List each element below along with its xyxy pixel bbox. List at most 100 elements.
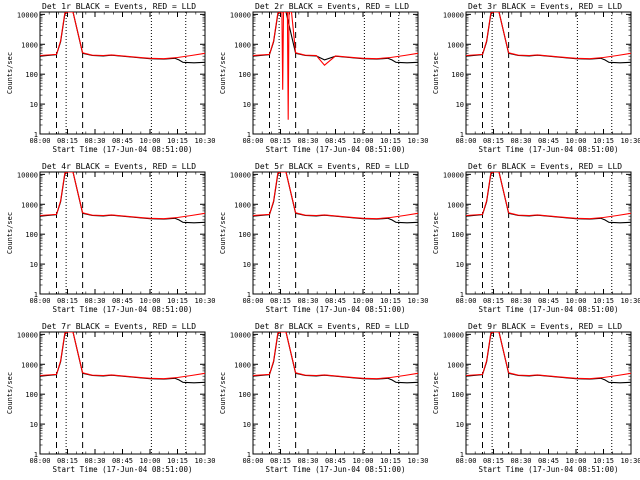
x-tick-label: 10:15 — [167, 297, 188, 305]
x-axis-label: Start Time (17-Jun-04 08:51:00) — [479, 305, 619, 314]
y-tick-label: 1 — [460, 131, 464, 139]
y-tick-label: 10 — [456, 101, 464, 109]
y-tick-label: 10000 — [230, 331, 251, 339]
plot-frame — [465, 171, 632, 295]
chart-title: Det 1r BLACK = Events, RED = LLD — [42, 2, 196, 11]
x-tick-label: 10:00 — [565, 457, 586, 465]
y-tick-label: 10 — [456, 421, 464, 429]
x-tick-label: 10:30 — [620, 297, 640, 305]
y-tick-label: 1 — [247, 131, 251, 139]
x-tick-label: 08:30 — [84, 137, 105, 145]
x-tick-label: 08:30 — [297, 457, 318, 465]
plot-frame — [252, 11, 419, 135]
series-line-events — [40, 172, 205, 224]
x-tick-label: 08:45 — [325, 457, 346, 465]
series-line-lld — [466, 332, 631, 380]
x-tick-label: 10:15 — [380, 457, 401, 465]
chart-panel-5: Det 5r BLACK = Events, RED = LLD 1 10 100 10… — [219, 162, 429, 314]
chart-title: Det 3r BLACK = Events, RED = LLD — [468, 2, 622, 11]
x-axis-label: Start Time (17-Jun-04 08:51:00) — [266, 305, 406, 314]
x-tick-label: 10:15 — [593, 457, 614, 465]
chart-title: Det 4r BLACK = Events, RED = LLD — [42, 162, 196, 171]
series-line-events — [466, 12, 631, 64]
x-tick-label: 08:30 — [297, 297, 318, 305]
plot-frame — [39, 11, 206, 135]
series-line-events — [253, 12, 418, 64]
y-tick-label: 10000 — [17, 171, 38, 179]
y-tick-label: 10000 — [230, 171, 251, 179]
x-axis-label: Start Time (17-Jun-04 08:51:00) — [53, 465, 193, 474]
plot-frame — [252, 331, 419, 455]
x-tick-label: 08:15 — [483, 137, 504, 145]
x-tick-label: 10:00 — [352, 297, 373, 305]
y-tick-label: 10 — [243, 101, 251, 109]
x-tick-label: 08:15 — [57, 297, 78, 305]
x-tick-label: 08:15 — [270, 137, 291, 145]
x-tick-label: 08:45 — [538, 137, 559, 145]
y-tick-label: 1000 — [234, 41, 251, 49]
x-tick-label: 08:00 — [242, 137, 263, 145]
plot-frame — [465, 11, 632, 135]
chart-panel-1: Det 1r BLACK = Events, RED = LLD 1 10 100 10… — [6, 2, 216, 154]
y-tick-label: 10 — [243, 261, 251, 269]
x-tick-label: 10:30 — [194, 137, 215, 145]
y-tick-label: 100 — [25, 391, 38, 399]
x-tick-label: 10:00 — [352, 457, 373, 465]
x-tick-label: 08:45 — [325, 137, 346, 145]
y-axis-label: Counts/sec — [219, 52, 227, 94]
y-axis-label: Counts/sec — [6, 212, 14, 254]
plot-frame — [465, 331, 632, 455]
y-tick-label: 100 — [238, 71, 251, 79]
x-tick-label: 08:45 — [112, 137, 133, 145]
series-line-lld — [466, 172, 631, 220]
y-tick-label: 10000 — [443, 171, 464, 179]
x-tick-label: 10:15 — [380, 297, 401, 305]
chart-panel-2: Det 2r BLACK = Events, RED = LLD 1 10 100 10… — [219, 2, 429, 154]
x-tick-label: 10:15 — [167, 457, 188, 465]
y-tick-label: 100 — [451, 71, 464, 79]
chart-panel-8: Det 8r BLACK = Events, RED = LLD 1 10 100 10… — [219, 322, 429, 474]
y-tick-label: 10 — [243, 421, 251, 429]
y-tick-label: 100 — [25, 71, 38, 79]
plot-frame — [39, 171, 206, 295]
y-tick-label: 1000 — [21, 361, 38, 369]
x-axis-label: Start Time (17-Jun-04 08:51:00) — [53, 145, 193, 154]
y-axis-label: Counts/sec — [432, 52, 440, 94]
y-tick-label: 1000 — [447, 201, 464, 209]
y-tick-label: 10000 — [443, 331, 464, 339]
x-tick-label: 08:00 — [29, 137, 50, 145]
chart-panel-7: Det 7r BLACK = Events, RED = LLD 1 10 100 10… — [6, 322, 216, 474]
series-line-lld — [466, 12, 631, 60]
chart-title: Det 5r BLACK = Events, RED = LLD — [255, 162, 409, 171]
series-line-events — [466, 172, 631, 224]
y-axis-label: Counts/sec — [432, 212, 440, 254]
y-axis-label: Counts/sec — [219, 212, 227, 254]
chart-title: Det 2r BLACK = Events, RED = LLD — [255, 2, 409, 11]
series-line-events — [40, 332, 205, 384]
y-axis-label: Counts/sec — [432, 372, 440, 414]
x-tick-label: 10:30 — [620, 137, 640, 145]
y-tick-label: 10 — [30, 101, 38, 109]
x-tick-label: 08:45 — [325, 297, 346, 305]
y-tick-label: 10 — [30, 421, 38, 429]
chart-panel-4: Det 4r BLACK = Events, RED = LLD 1 10 100 10… — [6, 162, 216, 314]
series-line-events — [40, 12, 205, 64]
x-tick-label: 10:00 — [139, 137, 160, 145]
x-tick-label: 08:00 — [455, 457, 476, 465]
x-tick-label: 10:15 — [167, 137, 188, 145]
chart-panel-9: Det 9r BLACK = Events, RED = LLD 1 10 100 10… — [432, 322, 640, 474]
chart-title: Det 7r BLACK = Events, RED = LLD — [42, 322, 196, 331]
x-tick-label: 10:15 — [380, 137, 401, 145]
chart-title: Det 8r BLACK = Events, RED = LLD — [255, 322, 409, 331]
x-tick-label: 08:15 — [270, 457, 291, 465]
x-tick-label: 08:00 — [29, 457, 50, 465]
x-tick-label: 08:30 — [510, 137, 531, 145]
y-tick-label: 1 — [460, 291, 464, 299]
x-tick-label: 08:45 — [112, 297, 133, 305]
x-tick-label: 08:30 — [84, 457, 105, 465]
chart-panel-6: Det 6r BLACK = Events, RED = LLD 1 10 100 10… — [432, 162, 640, 314]
x-tick-label: 10:30 — [407, 137, 428, 145]
plot-frame — [252, 171, 419, 295]
x-tick-label: 08:30 — [84, 297, 105, 305]
y-tick-label: 10000 — [17, 331, 38, 339]
